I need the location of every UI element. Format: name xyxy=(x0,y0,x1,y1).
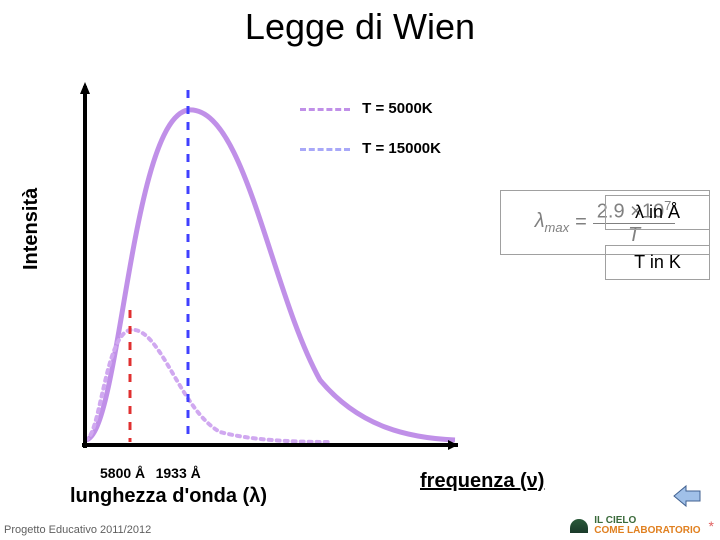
footer-logo: IL CIELO COME LABORATORIO * xyxy=(570,516,714,536)
legend-label-15000k: T = 15000K xyxy=(362,140,441,157)
tick-5800: 5800 Å xyxy=(100,465,145,481)
unit-lambda: λ in Å xyxy=(605,195,710,230)
back-arrow-icon xyxy=(674,486,700,506)
footer-project: Progetto Educativo 2011/2012 xyxy=(4,524,151,536)
wien-chart xyxy=(60,80,460,450)
legend-swatch-15000k xyxy=(300,148,350,151)
asterisk-icon: * xyxy=(709,518,714,534)
y-axis-label: Intensità xyxy=(20,188,43,270)
x-axis-label-group: 5800 Å 1933 Å lunghezza d'onda (λ) xyxy=(70,465,267,508)
legend-label-5000k: T = 5000K xyxy=(362,100,432,117)
tick-1933: 1933 Å xyxy=(156,465,201,481)
dome-icon xyxy=(570,519,588,533)
back-arrow-button[interactable] xyxy=(672,484,702,508)
unit-temperature: T in K xyxy=(605,245,710,280)
frequency-label: frequenza (ν) xyxy=(420,470,544,493)
legend-5000k: T = 5000K xyxy=(300,100,433,117)
page-title: Legge di Wien xyxy=(0,6,720,48)
legend-15000k: T = 15000K xyxy=(300,140,441,157)
formula-lhs-sub: max xyxy=(545,220,570,235)
x-axis-title: lunghezza d'onda (λ) xyxy=(70,485,267,508)
logo-line2: COME LABORATORIO xyxy=(594,526,700,536)
curve-15000k xyxy=(85,330,330,442)
legend-swatch-5000k xyxy=(300,108,350,111)
formula-lhs-base: λ xyxy=(535,210,545,232)
curve-5000k xyxy=(85,110,455,440)
